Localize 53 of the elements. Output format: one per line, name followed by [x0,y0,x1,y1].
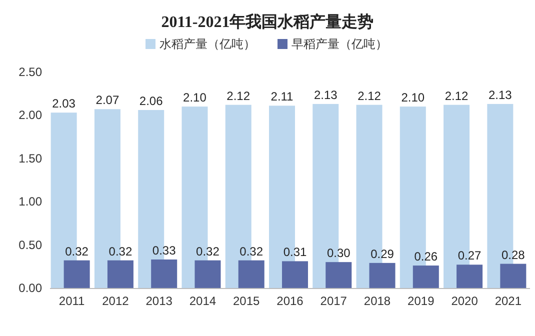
data-label: 2.11 [270,90,294,104]
data-label: 2.13 [488,88,512,102]
data-label: 0.32 [196,244,220,258]
data-label: 2.07 [96,93,120,108]
data-label: 0.31 [283,245,307,260]
data-label: 2.12 [444,88,469,103]
y-tick-label: 2.50 [18,65,42,79]
bar [456,264,483,288]
bar [369,262,396,288]
x-tick-label: 2015 [233,294,260,308]
bar [500,264,526,288]
bar [326,262,352,288]
data-label: 2.12 [226,88,250,103]
data-label: 0.32 [240,244,264,258]
x-tick-label: 2018 [364,294,391,308]
bar [238,260,264,288]
chart-title: 2011-2021年我国水稻产量走势 [161,13,374,31]
x-tick-label: 2013 [146,294,173,308]
x-tick-label: 2020 [451,294,478,308]
data-label: 0.30 [326,246,351,260]
bar [151,259,178,288]
data-label: 0.32 [108,244,132,258]
data-label: 2.12 [358,88,382,103]
x-tick-label: 2014 [189,294,216,308]
data-label: 2.03 [52,96,76,111]
bar [412,266,439,288]
data-label: 2.06 [139,94,164,108]
data-label: 0.33 [152,243,176,258]
y-tick-label: 2.00 [18,108,42,122]
bar [282,261,308,288]
data-label: 2.13 [314,88,338,102]
legend-label: 早稻产量（亿吨） [292,37,388,51]
y-tick-label: 0.00 [18,281,42,295]
data-label: 2.10 [401,90,425,105]
data-label: 0.29 [370,246,394,261]
data-label: 0.27 [458,248,482,263]
legend-label: 水稻产量（亿吨） [160,37,256,51]
x-tick-label: 2019 [408,294,435,308]
x-tick-label: 2012 [102,294,130,308]
y-tick-label: 1.00 [18,194,42,209]
y-tick-label: 1.50 [18,151,42,166]
bar [107,260,134,288]
x-tick-label: 2017 [320,294,348,308]
data-label: 0.26 [414,250,438,264]
data-label: 0.32 [65,244,89,258]
x-tick-label: 2021 [494,294,522,308]
x-tick-label: 2016 [276,294,304,308]
data-label: 0.28 [502,248,526,262]
bar [194,260,221,288]
data-label: 2.10 [183,90,207,105]
y-tick-label: 0.50 [18,238,42,252]
x-tick-label: 2011 [58,294,86,308]
bar [64,260,90,288]
